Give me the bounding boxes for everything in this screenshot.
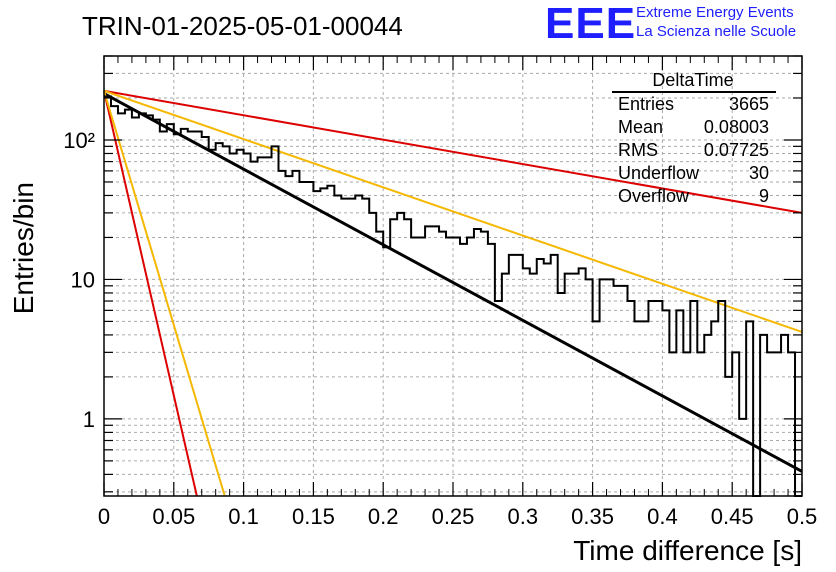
y-axis-label: Entries/bin [8, 182, 39, 314]
stats-title: DeltaTime [652, 70, 733, 90]
x-tick-label: 0.05 [152, 504, 195, 529]
tick-labels: 0 0.05 0.1 0.15 0.2 0.25 0.3 0.35 0.4 0.45 0.5 1 10 1… [63, 128, 817, 529]
fit-line-4 [103, 90, 226, 497]
stats-value-underflow: 30 [749, 163, 769, 183]
eee-logo-line1: Extreme Energy Events [636, 4, 794, 21]
x-tick-label: 0 [98, 504, 110, 529]
stats-label-entries: Entries [618, 94, 674, 114]
fit-line-3 [103, 90, 198, 497]
chart-title: TRIN-01-2025-05-01-00044 [82, 11, 403, 41]
fit-lines [103, 89, 803, 497]
stats-value-rms: 0.07725 [704, 140, 769, 160]
stats-label-mean: Mean [618, 117, 663, 137]
x-tick-label: 0.5 [787, 504, 818, 529]
x-tick-label: 0.4 [647, 504, 678, 529]
x-tick-label: 0.15 [292, 504, 335, 529]
stats-label-overflow: Overflow [618, 186, 690, 206]
x-tick-label: 0.2 [368, 504, 399, 529]
y-tick-label: 10 [71, 267, 95, 292]
fit-line-2 [103, 89, 803, 333]
x-tick-label: 0.45 [711, 504, 754, 529]
stats-box: DeltaTime Entries 3665 Mean 0.08003 RMS … [612, 70, 776, 206]
axis-ticks [103, 55, 803, 496]
y-tick-label: 1 [83, 407, 95, 432]
eee-logo: EEE [545, 0, 637, 48]
stats-value-overflow: 9 [759, 186, 769, 206]
eee-logo-line2: La Scienza nelle Scuole [636, 23, 797, 40]
stats-value-entries: 3665 [729, 94, 769, 114]
x-tick-label: 0.35 [571, 504, 614, 529]
x-tick-label: 0.25 [432, 504, 475, 529]
eee-logo-text: Extreme Energy Events La Scienza nelle S… [636, 3, 796, 41]
x-tick-label: 0.3 [508, 504, 539, 529]
x-axis-label: Time difference [s] [573, 535, 802, 566]
histogram-series [104, 95, 802, 497]
stats-label-rms: RMS [618, 140, 658, 160]
stats-value-mean: 0.08003 [704, 117, 769, 137]
fit-line-0 [103, 92, 803, 473]
grid-lines [104, 55, 802, 496]
y-tick-label: 10² [63, 128, 95, 153]
stats-label-underflow: Underflow [618, 163, 700, 183]
fit-line-1 [103, 89, 803, 214]
x-tick-label: 0.1 [228, 504, 259, 529]
